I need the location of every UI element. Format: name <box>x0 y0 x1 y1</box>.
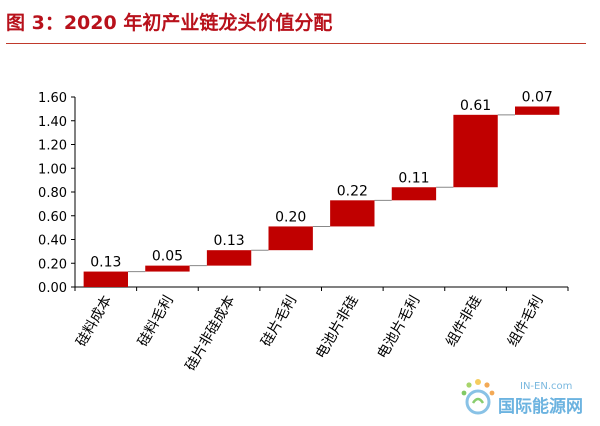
data-label: 0.20 <box>275 209 306 225</box>
data-label: 0.61 <box>460 98 491 114</box>
bar <box>268 226 313 251</box>
x-tick-label: 电池片非硅 <box>313 293 362 362</box>
data-label: 0.13 <box>213 233 244 249</box>
chart-connectors <box>127 114 516 273</box>
bar <box>206 250 252 266</box>
y-tick-label: 0.00 <box>38 281 67 296</box>
bar <box>453 114 498 188</box>
watermark-domain: IN-EN.com <box>520 381 573 392</box>
y-tick-label: 0.60 <box>38 210 67 225</box>
data-label: 0.07 <box>522 90 553 106</box>
y-tick-label: 1.40 <box>38 115 67 130</box>
title-divider <box>6 43 586 44</box>
data-label: 0.13 <box>90 255 121 271</box>
chart-bars <box>83 106 560 287</box>
y-tick-label: 1.20 <box>38 139 67 154</box>
data-label: 0.11 <box>398 170 429 186</box>
chart-axes: 0.00 0.20 0.40 0.60 0.80 1.00 1.20 1.40 1.60 <box>38 91 569 296</box>
bar <box>391 187 437 201</box>
x-tick-label: 组件毛利 <box>505 293 547 349</box>
y-tick-label: 0.20 <box>38 257 67 272</box>
x-tick-label: 组件非硅 <box>443 293 485 349</box>
watermark-brand: 国际能源网 <box>498 397 583 417</box>
bar <box>515 106 560 115</box>
x-tick-label: 硅片非硅成本 <box>183 293 239 374</box>
y-tick-label: 0.40 <box>38 234 67 249</box>
data-label: 0.22 <box>337 183 368 199</box>
bar <box>83 271 128 287</box>
y-tick-label: 0.80 <box>38 186 67 201</box>
x-tick-label: 硅料成本 <box>73 293 115 349</box>
y-tick-label: 1.00 <box>38 162 67 177</box>
x-tick-label: 电池片毛利 <box>375 293 424 362</box>
x-tick-label: 硅料毛利 <box>135 293 177 349</box>
data-label: 0.05 <box>152 249 183 265</box>
bar <box>330 200 375 227</box>
y-tick-label: 1.60 <box>38 91 67 106</box>
bar <box>145 265 190 272</box>
sunburst-logo-icon <box>461 379 495 415</box>
figure-title: 图 3：2020 年初产业链龙头价值分配 <box>6 12 333 34</box>
x-tick-label: 硅片毛利 <box>258 293 300 349</box>
